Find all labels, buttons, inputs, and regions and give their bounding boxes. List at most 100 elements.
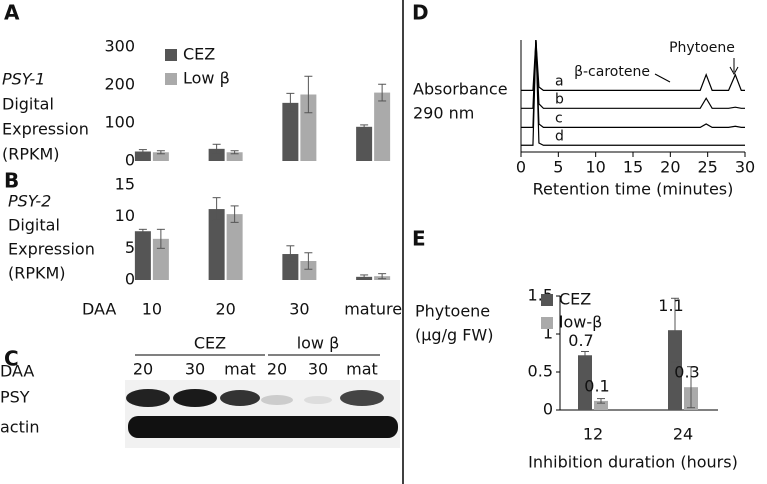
y-axis-label: Phytoene (415, 302, 490, 321)
y-tick-label: 0.5 (528, 362, 553, 381)
panel-letter: E (412, 227, 426, 251)
band (304, 396, 332, 404)
x-tick-label: 24 (673, 425, 693, 444)
y-tick-label: 0 (543, 400, 553, 419)
y-axis-label: (µg/g FW) (415, 326, 493, 345)
bar (208, 209, 225, 280)
y-axis-label: Digital (2, 95, 54, 114)
legend-swatch (165, 73, 177, 85)
x-tick-label: 20 (660, 158, 680, 177)
y-axis-label: PSY-2 (8, 192, 51, 211)
x-tick-label: 10 (142, 300, 162, 319)
y-axis-label: Digital (8, 216, 60, 235)
trace-label: d (555, 128, 564, 144)
lane-label: mat (224, 360, 256, 379)
bar (134, 231, 151, 280)
annotation: Phytoene (669, 40, 735, 56)
bar (226, 152, 243, 161)
blot-group: CEZ (194, 334, 226, 353)
x-axis-label: Inhibition duration (hours) (528, 453, 738, 472)
y-tick-label: 5 (125, 238, 135, 257)
bar (300, 94, 317, 161)
bar (134, 151, 151, 161)
x-tick-label: 0 (516, 158, 526, 177)
lane-label: mat (346, 360, 378, 379)
legend-swatch (165, 49, 177, 61)
value-label: 0.7 (568, 331, 593, 350)
legend-label: CEZ (183, 45, 215, 64)
trace-label: c (555, 110, 563, 126)
western-blot: DAA PSY actin CEZ low β 20 30 mat 20 30 … (0, 334, 400, 448)
band (261, 395, 293, 405)
value-label: 0.3 (674, 363, 699, 382)
legend-label: Low β (183, 69, 230, 88)
y-axis-label: Expression (8, 240, 95, 259)
panel-letter: C (4, 347, 19, 371)
bar (282, 102, 299, 161)
y-axis-label: PSY-1 (2, 70, 45, 89)
bar (152, 238, 169, 280)
y-tick-label: 200 (104, 75, 135, 94)
y-tick-label: 0 (125, 151, 135, 170)
bar (152, 152, 169, 161)
bar (300, 261, 317, 280)
value-label: 1.1 (658, 296, 683, 315)
band (173, 389, 217, 407)
legend-label: CEZ (559, 290, 591, 309)
y-axis-label: (RPKM) (2, 145, 60, 164)
y-tick-label: 300 (104, 37, 135, 56)
band (340, 390, 384, 406)
trace (521, 39, 745, 146)
y-axis-label: Expression (2, 120, 89, 139)
x-tick-label: 12 (583, 425, 603, 444)
band (220, 390, 260, 406)
x-tick-label: 25 (697, 158, 717, 177)
blot-row-label: actin (0, 418, 39, 437)
legend-swatch (541, 317, 553, 329)
panel-letter: B (4, 169, 19, 193)
bar (594, 400, 608, 410)
lane-label: 30 (185, 360, 205, 379)
blot-row-label: PSY (0, 388, 30, 407)
x-tick-label: 5 (553, 158, 563, 177)
bar (356, 126, 373, 161)
bar (208, 148, 225, 161)
bar (668, 330, 682, 410)
blot-row-label: DAA (0, 362, 34, 381)
lane-label: 20 (267, 360, 287, 379)
x-tick-label: 15 (623, 158, 643, 177)
band (126, 389, 170, 407)
trace-label: a (555, 73, 564, 89)
y-tick-label: 1 (543, 324, 553, 343)
lane-label: 20 (133, 360, 153, 379)
y-tick-label: 15 (115, 175, 135, 194)
panel-letter: D (412, 1, 429, 25)
x-tick-label: 30 (289, 300, 309, 319)
x-tick-label: 30 (735, 158, 755, 177)
bar (578, 355, 592, 410)
x-tick-label: mature (344, 300, 402, 319)
y-axis-label: Absorbance (413, 80, 508, 99)
x-axis-label: Retention time (minutes) (533, 180, 734, 199)
y-axis-label: (RPKM) (8, 264, 66, 283)
blot-group: low β (297, 334, 340, 353)
arrow-head (729, 66, 739, 76)
legend-swatch (541, 294, 553, 306)
y-axis-label: 290 nm (413, 104, 474, 123)
band (128, 416, 398, 438)
x-axis-label: DAA (82, 300, 116, 319)
value-label: 0.1 (584, 376, 609, 395)
lane-label: 30 (308, 360, 328, 379)
trace-label: b (555, 91, 564, 107)
bar (282, 254, 299, 280)
bar (226, 214, 243, 280)
x-tick-label: 20 (215, 300, 235, 319)
x-tick-label: 10 (585, 158, 605, 177)
panel-letter: A (4, 1, 20, 25)
legend-label: low-β (559, 313, 602, 332)
bar (374, 92, 391, 161)
annotation: β-carotene (574, 64, 650, 80)
arrow (654, 73, 671, 83)
y-tick-label: 10 (115, 206, 135, 225)
